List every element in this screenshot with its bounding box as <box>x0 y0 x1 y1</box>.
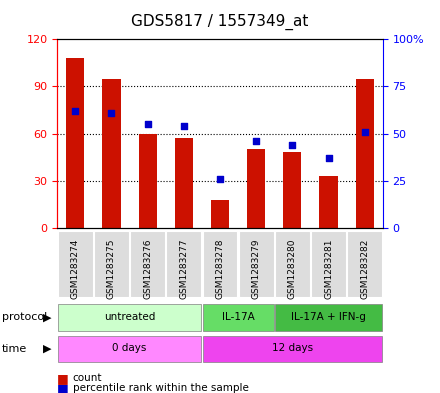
Point <box>325 155 332 161</box>
Text: time: time <box>2 344 27 354</box>
Bar <box>103 79 121 228</box>
FancyBboxPatch shape <box>203 231 237 297</box>
Text: GSM1283276: GSM1283276 <box>143 238 152 299</box>
FancyBboxPatch shape <box>166 231 201 297</box>
Point <box>289 142 296 148</box>
Text: GSM1283281: GSM1283281 <box>324 238 333 299</box>
Text: 0 days: 0 days <box>112 343 147 353</box>
Text: ■: ■ <box>57 382 69 393</box>
Bar <box>139 134 157 228</box>
Bar <box>319 176 337 228</box>
Bar <box>211 200 229 228</box>
Text: GSM1283278: GSM1283278 <box>216 238 224 299</box>
Text: IL-17A: IL-17A <box>222 312 254 322</box>
Point <box>180 123 187 129</box>
Text: untreated: untreated <box>104 312 155 322</box>
Text: GDS5817 / 1557349_at: GDS5817 / 1557349_at <box>131 14 309 30</box>
Text: GSM1283282: GSM1283282 <box>360 238 369 299</box>
Point <box>108 110 115 116</box>
FancyBboxPatch shape <box>275 304 382 331</box>
Text: count: count <box>73 373 102 383</box>
FancyBboxPatch shape <box>239 231 274 297</box>
Bar <box>175 138 193 228</box>
Point <box>361 129 368 135</box>
Text: ■: ■ <box>57 371 69 385</box>
Point <box>144 121 151 127</box>
Point <box>72 108 79 114</box>
Bar <box>247 149 265 228</box>
Point <box>216 176 224 182</box>
Text: 12 days: 12 days <box>272 343 313 353</box>
Text: GSM1283279: GSM1283279 <box>252 238 260 299</box>
FancyBboxPatch shape <box>58 231 93 297</box>
Text: percentile rank within the sample: percentile rank within the sample <box>73 383 249 393</box>
Bar <box>283 152 301 228</box>
Text: GSM1283274: GSM1283274 <box>71 238 80 299</box>
Text: ▶: ▶ <box>44 312 52 322</box>
Bar <box>66 58 84 228</box>
Text: GSM1283280: GSM1283280 <box>288 238 297 299</box>
FancyBboxPatch shape <box>203 304 274 331</box>
FancyBboxPatch shape <box>203 336 382 362</box>
Text: protocol: protocol <box>2 312 48 322</box>
FancyBboxPatch shape <box>58 304 201 331</box>
Bar <box>356 79 374 228</box>
Text: GSM1283277: GSM1283277 <box>180 238 188 299</box>
Text: IL-17A + IFN-g: IL-17A + IFN-g <box>291 312 366 322</box>
Text: GSM1283275: GSM1283275 <box>107 238 116 299</box>
FancyBboxPatch shape <box>58 336 201 362</box>
FancyBboxPatch shape <box>130 231 165 297</box>
FancyBboxPatch shape <box>94 231 129 297</box>
Point <box>253 138 260 144</box>
FancyBboxPatch shape <box>347 231 382 297</box>
FancyBboxPatch shape <box>311 231 346 297</box>
Text: ▶: ▶ <box>44 344 52 354</box>
FancyBboxPatch shape <box>275 231 310 297</box>
